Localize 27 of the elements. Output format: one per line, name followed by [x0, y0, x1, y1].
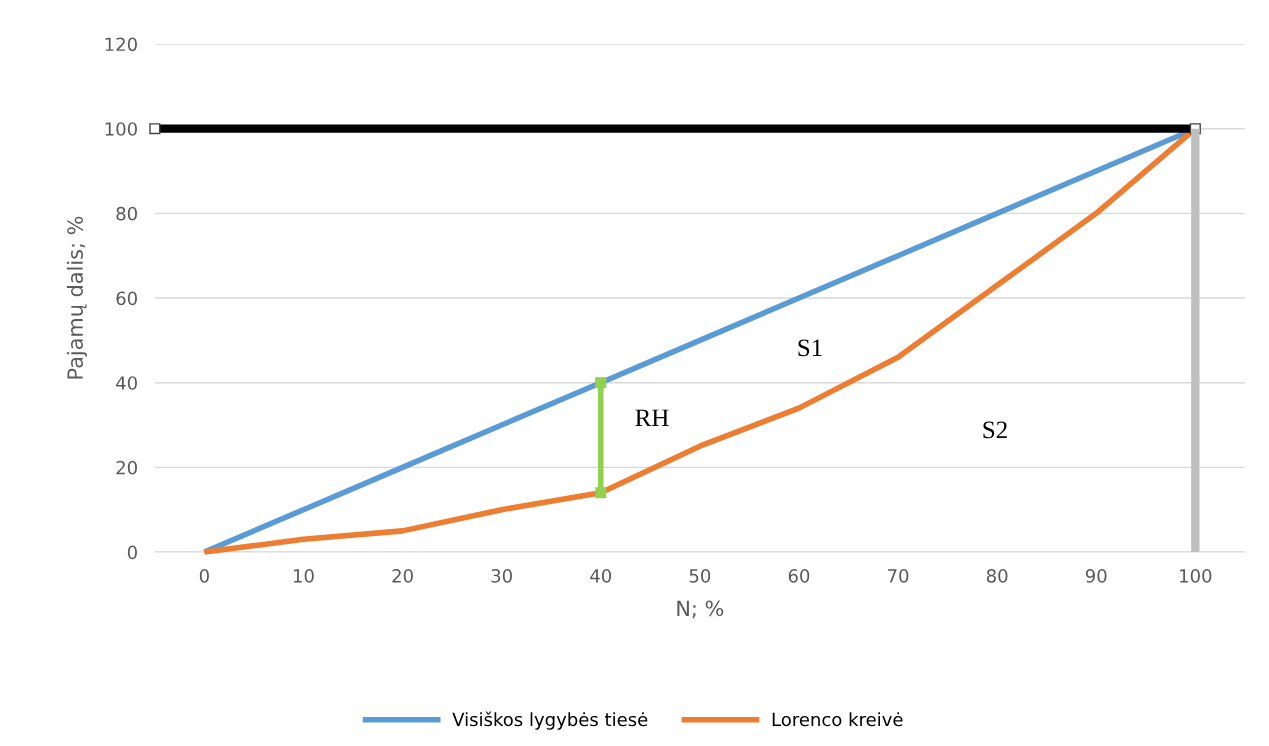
y-tick-label: 80 [116, 206, 137, 221]
x-tick-label: 80 [986, 569, 1008, 583]
x-tick-label: 70 [888, 569, 909, 583]
y-tick-label: 60 [116, 291, 137, 306]
x-tick-label: 30 [491, 569, 512, 583]
y-tick-label: 120 [105, 37, 137, 52]
point [595, 377, 607, 389]
y-tick-label: 0 [127, 545, 137, 560]
annotation: S2 [983, 421, 1007, 439]
annotation: RH [635, 409, 669, 427]
y-tick-label: 100 [105, 122, 137, 136]
legend-label: Visiškos lygybės tiesė [452, 711, 648, 730]
x-tick-label: 100 [1180, 569, 1212, 583]
x-tick-label: 40 [590, 569, 612, 583]
point [595, 487, 607, 499]
y-tick-label: 40 [116, 376, 137, 390]
x-tick-label: 10 [293, 569, 314, 583]
x-tick-label: 0 [199, 569, 209, 583]
y-tick-label: 20 [116, 460, 137, 475]
x-tick-label: 60 [788, 569, 810, 583]
legend-label: Lorenco kreivė [772, 712, 903, 727]
annotation: S1 [798, 339, 822, 357]
x-tick-label: 20 [392, 569, 413, 583]
x-axis-title: N; % [677, 600, 724, 619]
x-tick-label: 50 [689, 569, 711, 583]
x-tick-label: 90 [1085, 569, 1107, 583]
y-axis-title: Pajamų dalis; % [66, 216, 88, 379]
